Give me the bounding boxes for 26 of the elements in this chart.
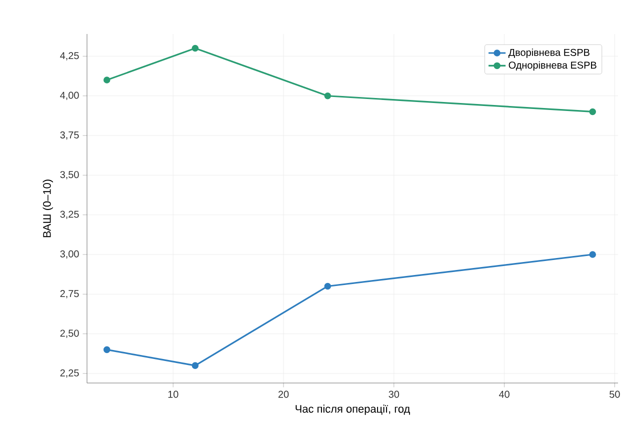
point bbox=[589, 108, 596, 116]
point bbox=[103, 76, 110, 84]
y-tick-label: 3,25 bbox=[60, 210, 79, 219]
y-tick-label: 2,50 bbox=[60, 330, 79, 338]
legend-label: Дворівнева ESPB bbox=[508, 48, 590, 58]
y-tick-label: 2,25 bbox=[60, 369, 79, 378]
y-tick-label: 4,25 bbox=[60, 52, 79, 60]
y-tick-label: 3,75 bbox=[60, 131, 79, 140]
x-tick-label: 50 bbox=[610, 390, 620, 398]
y-tick-label: 4,00 bbox=[60, 92, 79, 100]
x-tick-label: 40 bbox=[498, 390, 510, 398]
y-axis-title: ВАШ (0–10) bbox=[42, 180, 53, 238]
point bbox=[589, 251, 596, 258]
x-axis-title: Час після операції, год bbox=[296, 404, 410, 415]
point bbox=[192, 44, 199, 52]
x-tick-label: 10 bbox=[168, 390, 178, 398]
point bbox=[324, 92, 332, 100]
y-tick-label: 3,50 bbox=[60, 171, 79, 180]
y-tick-label: 3,00 bbox=[60, 250, 79, 259]
x-tick-label: 30 bbox=[388, 390, 400, 398]
x-tick-label: 20 bbox=[278, 390, 289, 398]
legend-label: Однорівнева ESPB bbox=[508, 61, 596, 71]
point bbox=[324, 282, 332, 290]
point bbox=[192, 362, 199, 369]
point bbox=[103, 346, 110, 354]
y-tick-label: 2,75 bbox=[60, 290, 79, 298]
